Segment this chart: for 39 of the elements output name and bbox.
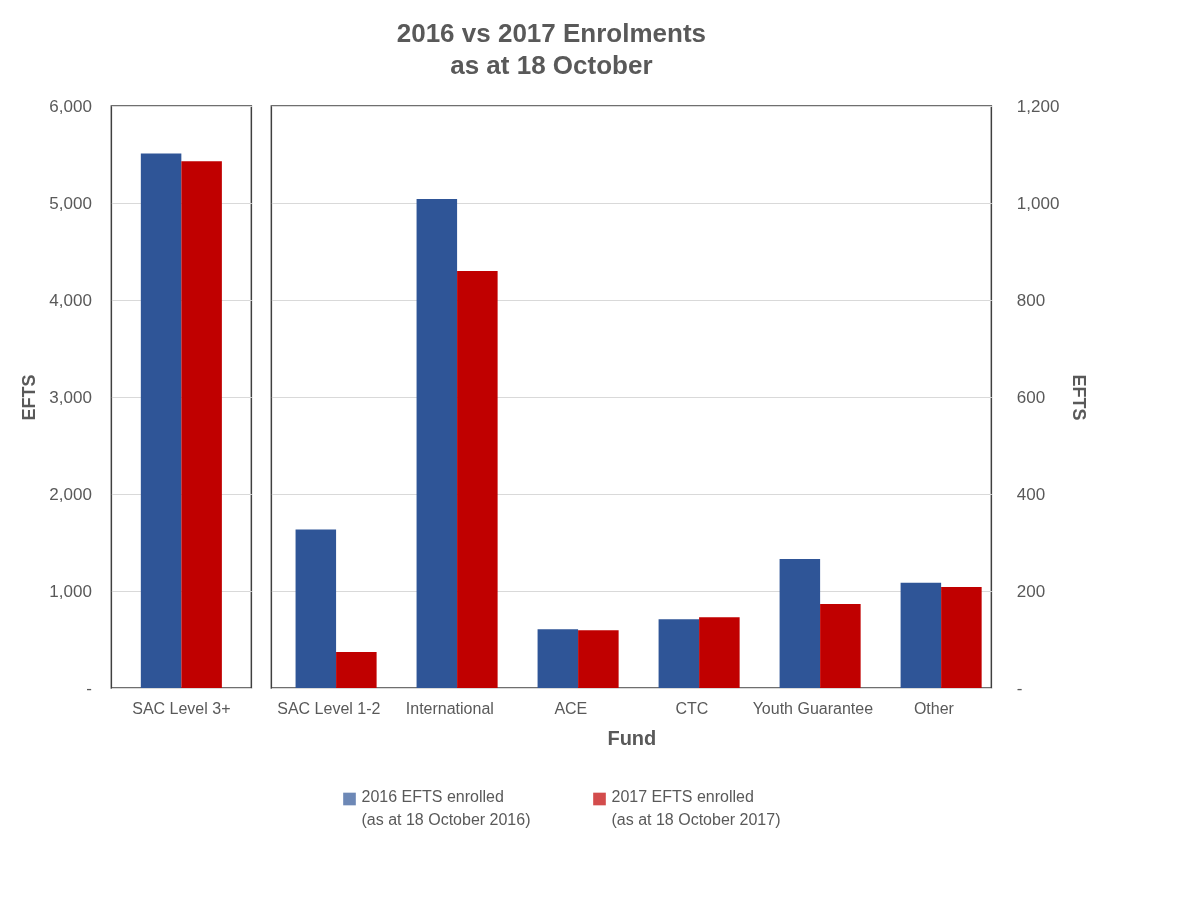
x-tick-label: SAC Level 1-2 bbox=[277, 699, 381, 717]
y-tick-label: 5,000 bbox=[49, 193, 92, 213]
x-tick-label: Other bbox=[913, 699, 955, 717]
y-tick-label: 4,000 bbox=[49, 290, 92, 310]
y-tick-label: 2,000 bbox=[49, 484, 92, 504]
chart-title: 2016 vs 2017 Enrolments as at 18 October bbox=[396, 18, 706, 80]
bar bbox=[699, 617, 740, 688]
y-tick-label: 3,000 bbox=[49, 387, 92, 407]
bar bbox=[578, 630, 619, 688]
bar bbox=[779, 558, 821, 688]
y2-tick-label: 800 bbox=[1016, 290, 1046, 310]
x-axis-title: Fund bbox=[607, 726, 657, 749]
y-axis-title: EFTS bbox=[19, 374, 40, 421]
x-tick-label: International bbox=[405, 699, 494, 717]
y2-tick-label: 200 bbox=[1016, 581, 1046, 601]
legend-label: 2017 EFTS enrolled (as at 18 October 2017) bbox=[611, 788, 781, 828]
x-tick-label: SAC Level 3+ bbox=[132, 699, 231, 717]
legend-label: 2016 EFTS enrolled (as at 18 October 2016) bbox=[361, 788, 531, 828]
y-tick-label: 6,000 bbox=[49, 96, 92, 116]
bar bbox=[900, 582, 942, 688]
y2-tick-label: 1,000 bbox=[1016, 193, 1060, 213]
y2-tick-label: 600 bbox=[1016, 387, 1046, 407]
bar bbox=[658, 619, 700, 688]
bar bbox=[416, 199, 458, 688]
y-tick-label: 1,000 bbox=[49, 581, 92, 601]
bar bbox=[941, 587, 982, 688]
x-tick-label: CTC bbox=[675, 699, 709, 717]
bar bbox=[537, 629, 579, 688]
y-tick-label: - bbox=[86, 678, 92, 698]
bar bbox=[295, 529, 337, 688]
bar bbox=[457, 270, 498, 688]
y2-axis-title: EFTS bbox=[1069, 374, 1090, 421]
bar bbox=[336, 652, 377, 688]
y2-tick-label: - bbox=[1016, 678, 1023, 698]
y2-tick-label: 400 bbox=[1016, 484, 1046, 504]
x-tick-label: Youth Guarantee bbox=[752, 699, 874, 717]
y2-tick-label: 1,200 bbox=[1016, 96, 1060, 116]
bar bbox=[820, 604, 861, 688]
x-tick-label: ACE bbox=[554, 699, 588, 717]
